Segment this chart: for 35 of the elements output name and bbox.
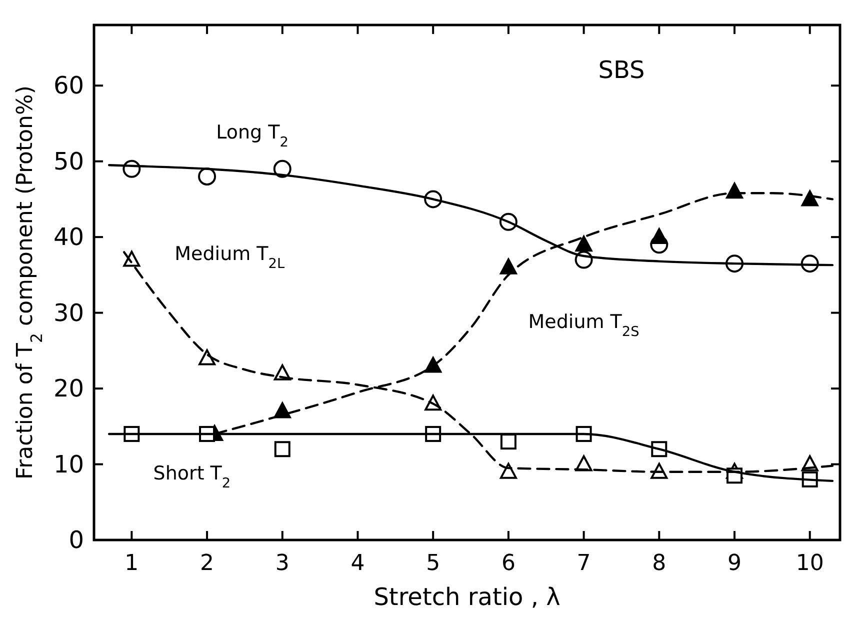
- x-tick-label: 5: [426, 551, 440, 576]
- y-tick-label: 20: [53, 374, 84, 403]
- point: [500, 462, 517, 479]
- y-tick-label: 0: [68, 526, 84, 554]
- x-tick-label: 9: [728, 551, 742, 576]
- point: [198, 167, 216, 186]
- point: [801, 190, 818, 206]
- point: [575, 236, 592, 252]
- point: [500, 434, 516, 450]
- point: [274, 441, 290, 458]
- x-axis-title: Stretch ratio , λ: [374, 583, 560, 611]
- x-tick-label: 7: [576, 551, 591, 576]
- point: [726, 182, 744, 199]
- y-tick-label: 30: [53, 298, 84, 327]
- point: [650, 228, 668, 244]
- y-tick-label: 40: [53, 223, 84, 252]
- y-tick-label: 60: [53, 72, 84, 100]
- point: [198, 349, 216, 366]
- text: Medium T$_{2S}$: [528, 310, 640, 340]
- x-tick-label: 1: [124, 551, 139, 576]
- point: [274, 402, 291, 418]
- series-label: Short T$_{2}$: [153, 462, 231, 492]
- x-tick-label: 8: [652, 551, 666, 576]
- text: SBS: [598, 56, 645, 84]
- x-tick-label: 10: [796, 551, 824, 576]
- x-tick-label: 3: [275, 551, 290, 576]
- y-tick-label: 50: [53, 147, 84, 176]
- x-tick-label: 4: [350, 551, 365, 576]
- x-tick-label: 2: [200, 551, 214, 576]
- point: [500, 258, 517, 274]
- series-label: Medium T$_{2L}$: [174, 242, 285, 272]
- series-label: Long T$_{2}$: [216, 122, 288, 151]
- y-tick-label: 10: [53, 450, 84, 478]
- point: [424, 356, 442, 373]
- x-tick-label: 6: [501, 551, 516, 576]
